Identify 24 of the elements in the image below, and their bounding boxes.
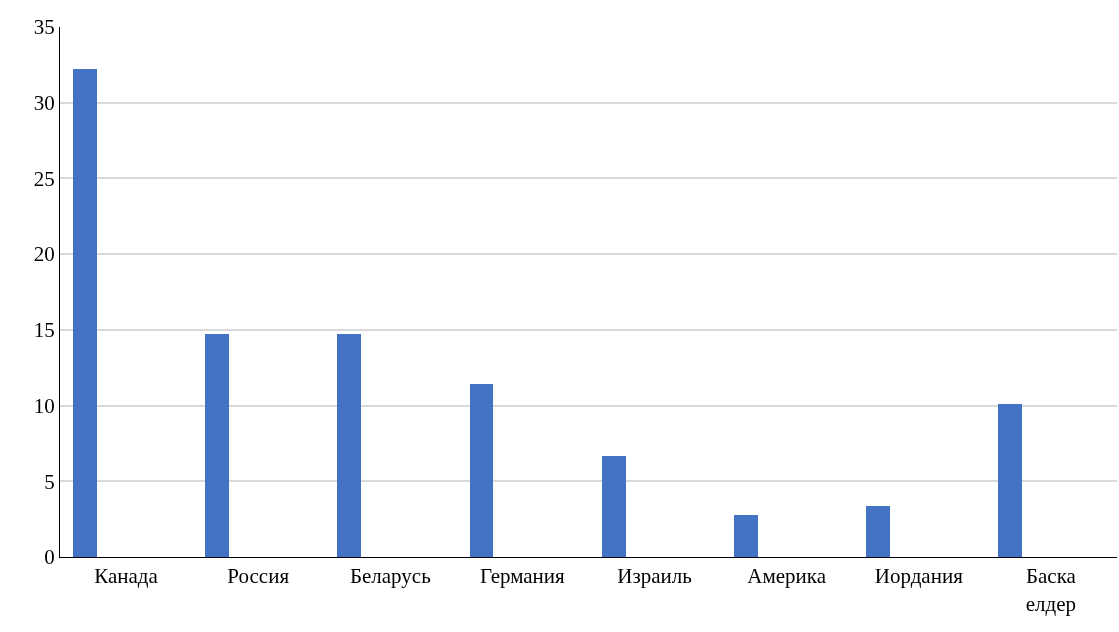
x-tick-label: Баска елдер [1025, 564, 1077, 616]
y-tick-label: 10 [33, 393, 55, 418]
x-tick-label: Америка [747, 564, 827, 589]
x-tick-label: Канада [94, 564, 159, 589]
y-tick-label: 15 [33, 318, 55, 343]
bar [734, 515, 758, 557]
bar [602, 456, 626, 557]
bar [998, 404, 1022, 557]
y-tick-label: 25 [33, 166, 55, 191]
x-tick-label: Германия [480, 564, 566, 589]
y-tick-label: 35 [33, 15, 55, 40]
x-tick-label: Израиль [617, 564, 692, 589]
bar [205, 334, 229, 557]
bar [337, 334, 361, 557]
x-tick-label: Иордания [874, 564, 964, 589]
bar [73, 69, 97, 557]
y-tick-label: 20 [33, 242, 55, 267]
y-tick-label: 0 [44, 545, 55, 570]
bar [470, 384, 493, 557]
x-tick-label: Россия [227, 564, 290, 589]
y-tick-label: 5 [44, 469, 55, 494]
y-tick-label: 30 [33, 91, 55, 116]
x-tick-label: Беларусь [349, 564, 431, 589]
bar [866, 506, 890, 557]
